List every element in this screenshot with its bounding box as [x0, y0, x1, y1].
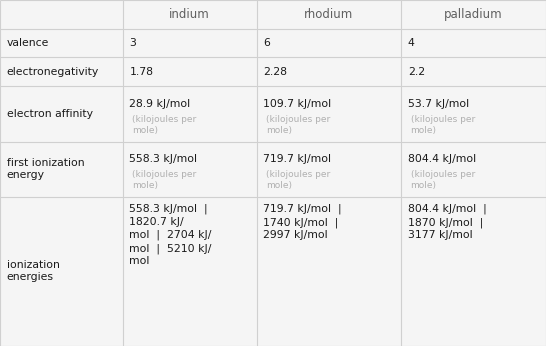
Text: 719.7 kJ/mol  |
1740 kJ/mol  |
2997 kJ/mol: 719.7 kJ/mol | 1740 kJ/mol | 2997 kJ/mol	[263, 204, 342, 240]
Text: 558.3 kJ/mol: 558.3 kJ/mol	[129, 154, 198, 164]
Text: electron affinity: electron affinity	[7, 109, 93, 119]
Text: (kilojoules per
mole): (kilojoules per mole)	[132, 115, 197, 135]
Text: 53.7 kJ/mol: 53.7 kJ/mol	[408, 99, 469, 109]
Text: 1.78: 1.78	[129, 67, 153, 77]
Text: 558.3 kJ/mol  |
1820.7 kJ/
mol  |  2704 kJ/
mol  |  5210 kJ/
mol: 558.3 kJ/mol | 1820.7 kJ/ mol | 2704 kJ/…	[129, 204, 212, 266]
Text: (kilojoules per
mole): (kilojoules per mole)	[266, 115, 330, 135]
Text: palladium: palladium	[444, 8, 503, 21]
Text: (kilojoules per
mole): (kilojoules per mole)	[411, 170, 475, 190]
Text: valence: valence	[7, 38, 49, 48]
Text: 3: 3	[129, 38, 136, 48]
Text: 4: 4	[408, 38, 415, 48]
Text: ionization
energies: ionization energies	[7, 261, 60, 282]
Text: 2.2: 2.2	[408, 67, 425, 77]
Text: 109.7 kJ/mol: 109.7 kJ/mol	[263, 99, 331, 109]
Text: 719.7 kJ/mol: 719.7 kJ/mol	[263, 154, 331, 164]
Text: 804.4 kJ/mol: 804.4 kJ/mol	[408, 154, 476, 164]
Text: (kilojoules per
mole): (kilojoules per mole)	[132, 170, 197, 190]
Text: rhodium: rhodium	[304, 8, 354, 21]
Text: (kilojoules per
mole): (kilojoules per mole)	[266, 170, 330, 190]
Text: 6: 6	[263, 38, 270, 48]
Text: indium: indium	[169, 8, 210, 21]
Text: 28.9 kJ/mol: 28.9 kJ/mol	[129, 99, 191, 109]
Text: electronegativity: electronegativity	[7, 67, 99, 77]
Text: first ionization
energy: first ionization energy	[7, 158, 84, 180]
Text: 2.28: 2.28	[263, 67, 287, 77]
Text: 804.4 kJ/mol  |
1870 kJ/mol  |
3177 kJ/mol: 804.4 kJ/mol | 1870 kJ/mol | 3177 kJ/mol	[408, 204, 486, 240]
Text: (kilojoules per
mole): (kilojoules per mole)	[411, 115, 475, 135]
